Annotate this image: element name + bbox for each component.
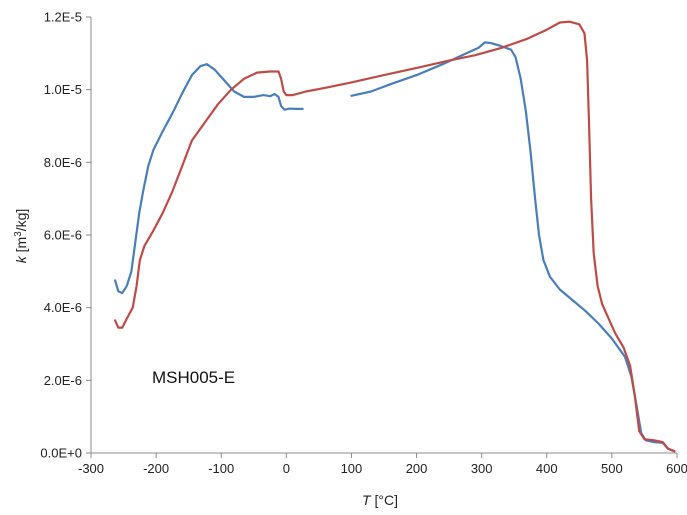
x-tick-label: 200 (406, 461, 428, 476)
y-axis-title-symbol: k (13, 255, 29, 263)
y-tick-label: 2.0E-6 (44, 373, 82, 388)
axes (90, 17, 677, 454)
x-tick-label: 300 (471, 461, 493, 476)
x-tick-label: -200 (143, 461, 169, 476)
y-axis-title-unit-post: /kg] (13, 209, 29, 232)
y-tick-label: 0.0E+0 (40, 446, 82, 461)
y-tick-label: 6.0E-6 (44, 228, 82, 243)
x-axis-title-symbol: T (362, 492, 372, 508)
series-1-line-segment-1 (114, 63, 304, 295)
x-tick-label: 500 (601, 461, 623, 476)
x-axis-title-unit: [°C] (371, 492, 398, 508)
plot-lines (114, 20, 676, 453)
y-axis-title-unit-pre: [m (13, 237, 29, 256)
sample-annotation: MSH005-E (152, 368, 235, 387)
x-tick-label: 0 (283, 461, 290, 476)
x-axis-title: T [°C] (362, 492, 398, 508)
y-axis-title: k [m3/kg] (13, 209, 30, 264)
x-tick-label: 600 (666, 461, 687, 476)
y-tick-label: 1.2E-5 (44, 10, 82, 25)
x-tick-label: 400 (536, 461, 558, 476)
series-1-line-segment-2 (350, 41, 676, 453)
x-tick-label: -100 (208, 461, 234, 476)
series-2-line-segment-1 (114, 20, 676, 453)
x-tick-label: -300 (78, 461, 104, 476)
y-tick-label: 8.0E-6 (44, 155, 82, 170)
y-tick-label: 4.0E-6 (44, 300, 82, 315)
ticks: -300 -200 -100 0 100 200 300 400 500 600 0.0E+0 2.0… (40, 10, 687, 477)
x-tick-label: 100 (341, 461, 363, 476)
y-axis-title-unit-sup: 3 (13, 231, 24, 237)
y-tick-label: 1.0E-5 (44, 82, 82, 97)
